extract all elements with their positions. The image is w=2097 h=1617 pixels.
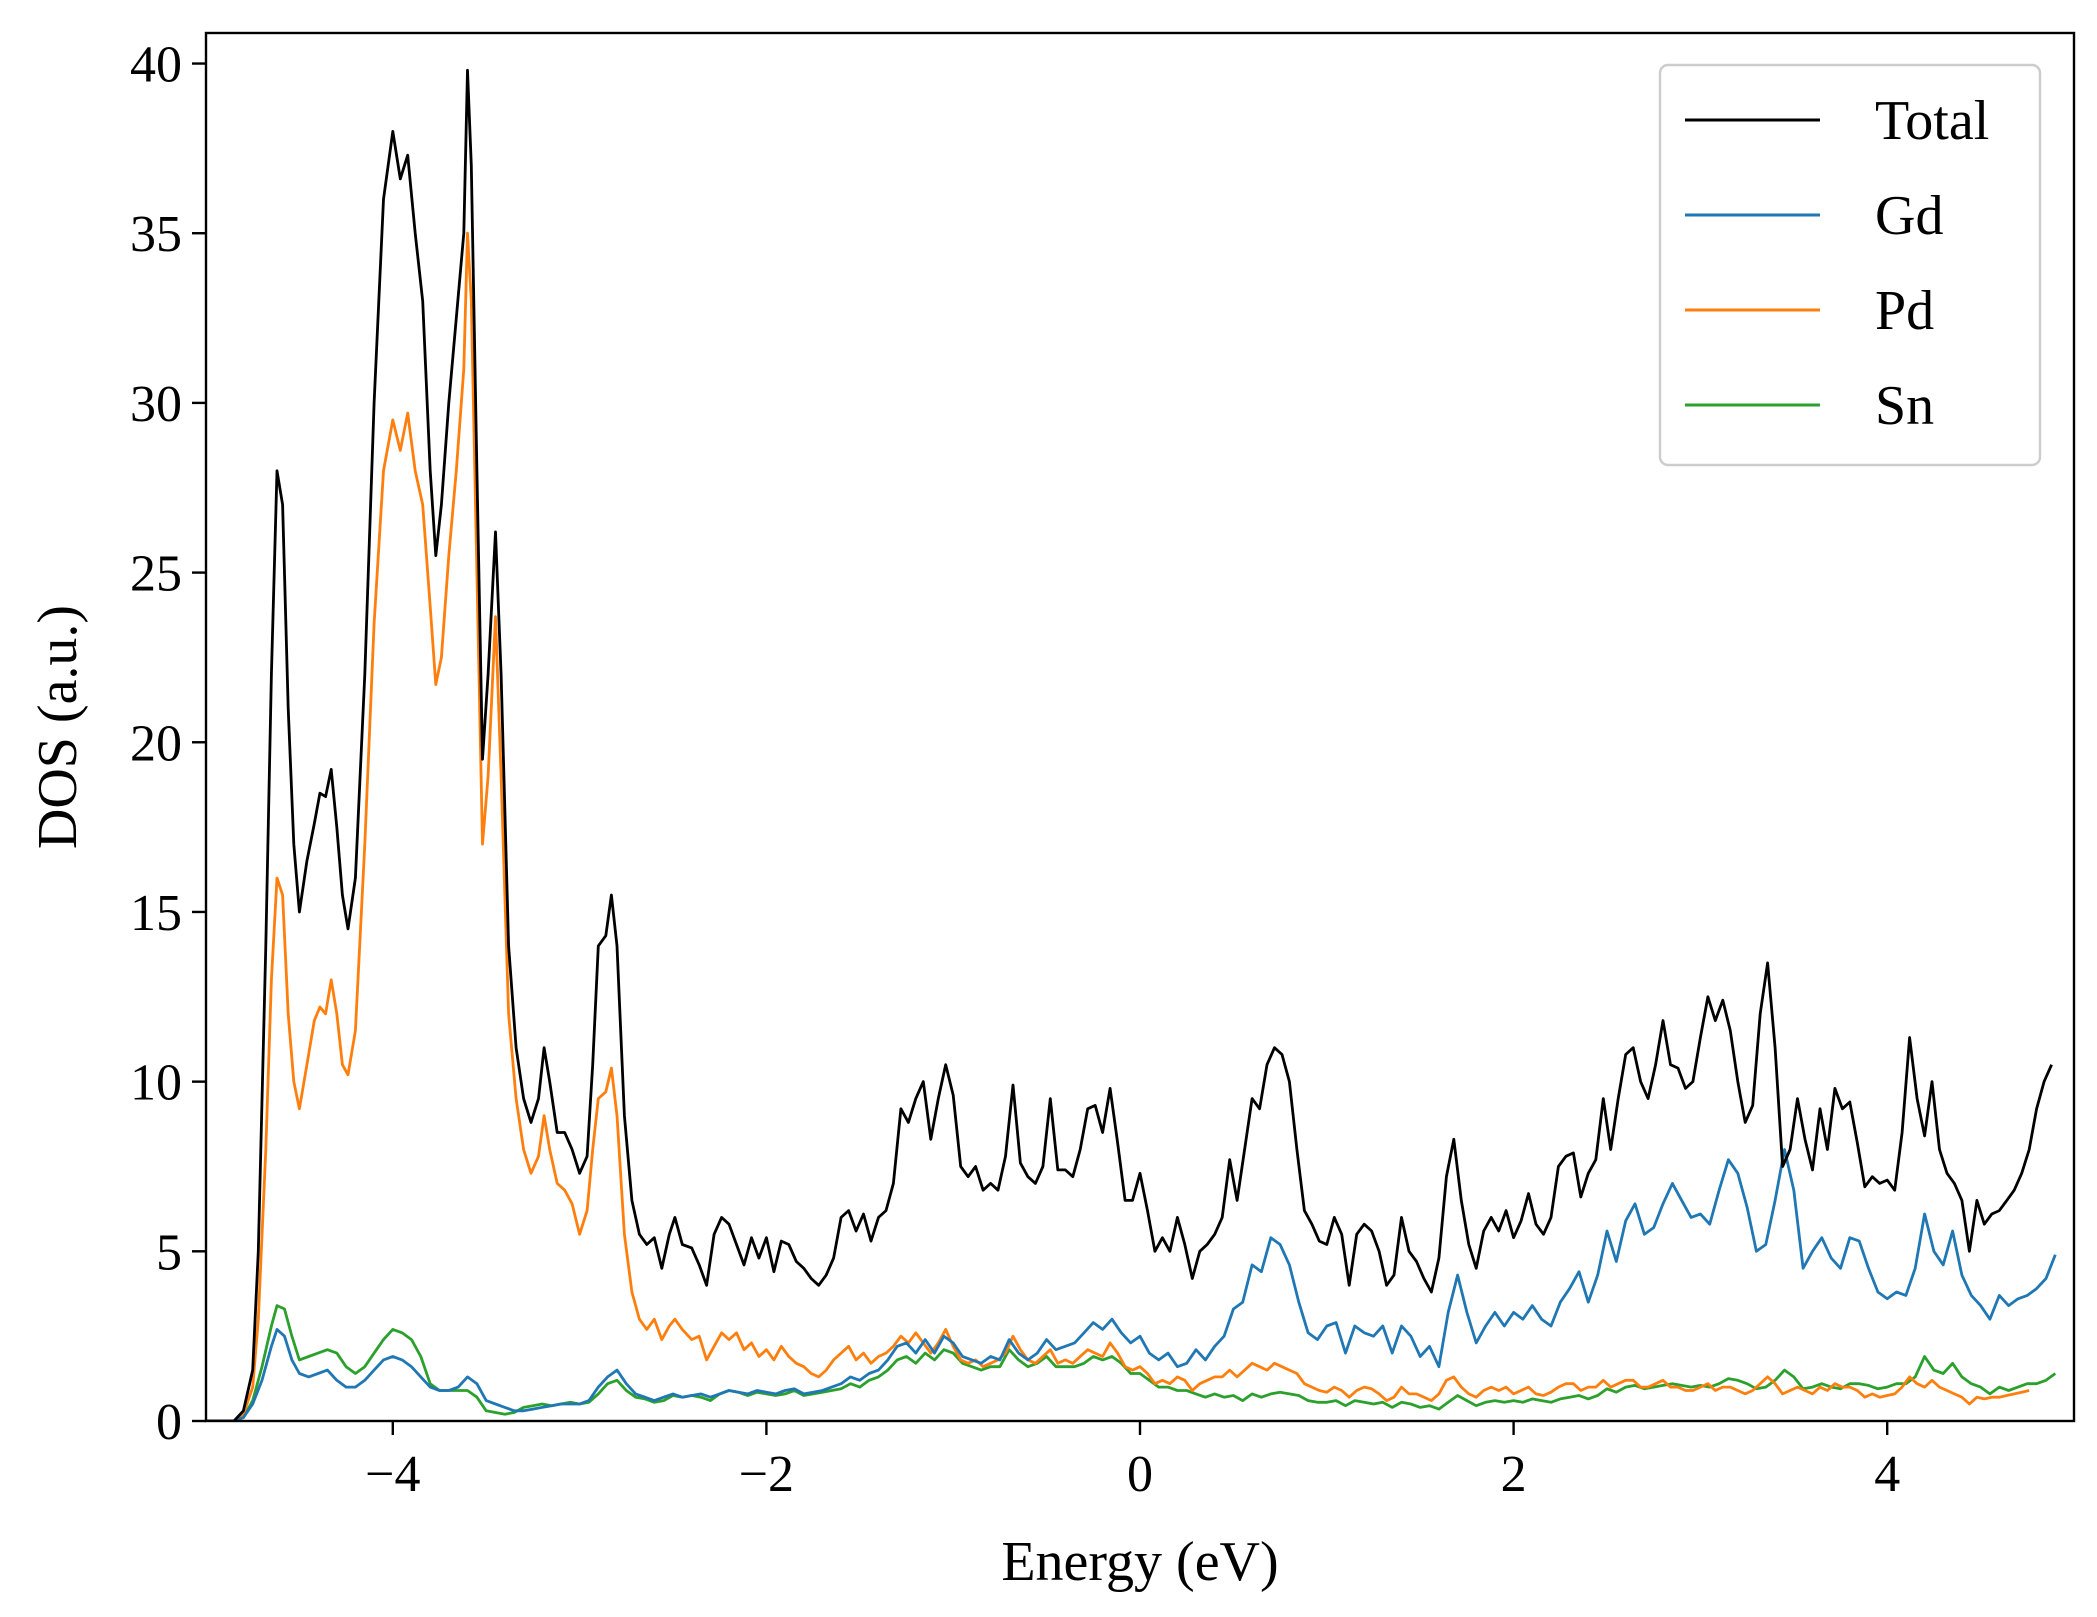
series-layer bbox=[206, 68, 2057, 1421]
y-tick-label: 20 bbox=[130, 715, 182, 772]
x-axis-title: Energy (eV) bbox=[1001, 1531, 1278, 1593]
legend-label-pd: Pd bbox=[1875, 280, 1934, 342]
y-axis-ticks: 0 5 10 15 20 25 30 35 40 bbox=[130, 37, 206, 1451]
legend-box bbox=[1658, 63, 2042, 467]
y-tick-label: 40 bbox=[130, 37, 182, 94]
legend-label-total: Total bbox=[1875, 90, 1989, 152]
legend-entries: Total Gd Pd Sn bbox=[1685, 90, 1989, 437]
series-line-pd bbox=[206, 231, 2030, 1421]
series-line-total bbox=[206, 68, 2053, 1421]
y-tick-label: 5 bbox=[156, 1224, 182, 1281]
y-tick-label: 10 bbox=[130, 1055, 182, 1112]
series-line-sn bbox=[206, 1304, 2057, 1421]
legend-label-gd: Gd bbox=[1875, 185, 1943, 247]
x-tick-label: 2 bbox=[1501, 1446, 1527, 1503]
legend-label-sn: Sn bbox=[1875, 375, 1934, 437]
y-tick-label: 35 bbox=[130, 206, 182, 263]
y-axis-title: DOS (a.u.) bbox=[27, 605, 89, 849]
y-tick-label: 15 bbox=[130, 885, 182, 942]
y-tick-label: 25 bbox=[130, 546, 182, 603]
y-tick-label: 0 bbox=[156, 1394, 182, 1451]
x-tick-label: 0 bbox=[1127, 1446, 1153, 1503]
series-line-gd bbox=[206, 1148, 2057, 1421]
y-tick-label: 30 bbox=[130, 376, 182, 433]
legend: Total Gd Pd Sn bbox=[1658, 63, 2042, 467]
x-tick-label: −4 bbox=[365, 1446, 420, 1503]
x-tick-label: −2 bbox=[739, 1446, 794, 1503]
x-tick-label: 4 bbox=[1874, 1446, 1900, 1503]
x-axis-ticks: −4 −2 0 2 4 bbox=[365, 1421, 1900, 1503]
